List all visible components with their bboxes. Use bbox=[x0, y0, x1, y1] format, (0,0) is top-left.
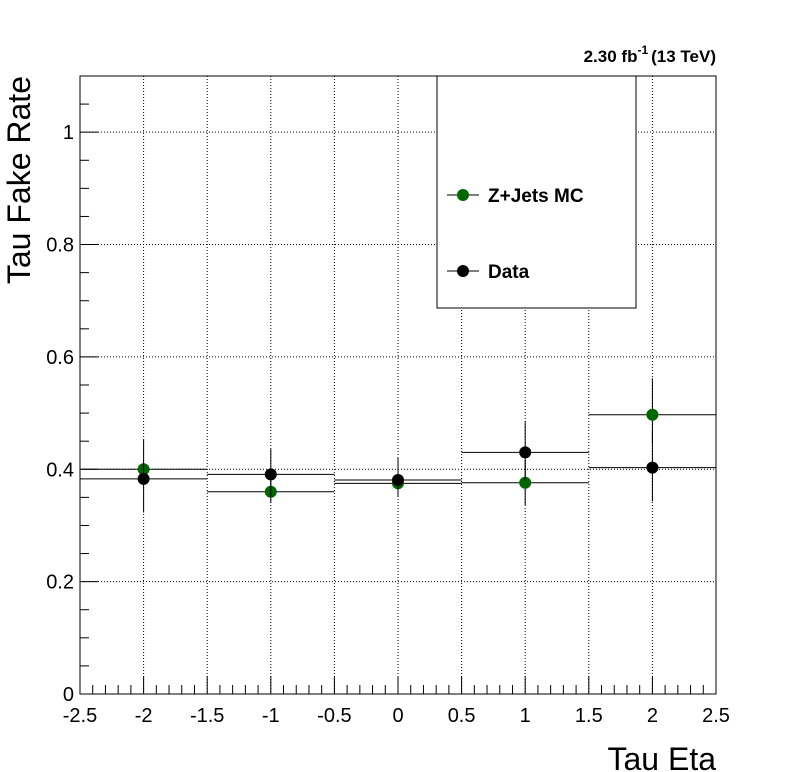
y-tick-labels: 0 0.2 0.4 0.6 0.8 1 bbox=[46, 122, 74, 706]
x-tick-label: -0.5 bbox=[317, 705, 351, 727]
legend-label: Data bbox=[488, 262, 530, 283]
legend-marker bbox=[457, 189, 469, 201]
data-point bbox=[392, 473, 404, 486]
x-tick-label: 2 bbox=[647, 705, 658, 727]
x-tick-label: 2.5 bbox=[702, 705, 730, 727]
legend-box bbox=[436, 75, 637, 309]
y-tick-label: 0.2 bbox=[46, 572, 74, 594]
x-tick-labels: -2.5 -2 -1.5 -1 -0.5 0 0.5 1 1.5 2 2.5 bbox=[63, 705, 730, 727]
data-point bbox=[264, 468, 277, 481]
series bbox=[80, 378, 716, 513]
legend: Z+Jets MC Data bbox=[436, 75, 637, 309]
legend-label: Z+Jets MC bbox=[488, 186, 584, 207]
y-axis-title: Tau Fake Rate bbox=[1, 76, 37, 284]
y-tick-label: 0.8 bbox=[46, 235, 74, 257]
legend-entries: Z+Jets MC Data bbox=[447, 186, 584, 283]
luminosity-energy: (13 TeV) bbox=[651, 47, 716, 66]
x-tick-label: 0 bbox=[392, 705, 403, 727]
legend-entry: Z+Jets MC bbox=[447, 186, 584, 207]
grid bbox=[80, 76, 716, 694]
x-tick-label: -2.5 bbox=[63, 705, 97, 727]
data-point bbox=[646, 408, 659, 421]
legend-marker bbox=[457, 265, 469, 277]
legend-entry: Data bbox=[447, 262, 530, 283]
x-tick-label: 1 bbox=[520, 705, 531, 727]
data-point bbox=[519, 476, 532, 489]
y-tick-label: 1 bbox=[63, 122, 74, 144]
axis-ticks bbox=[79, 75, 717, 695]
luminosity-value: 2.30 fb bbox=[584, 47, 638, 66]
x-tick-label: -1.5 bbox=[190, 705, 224, 727]
data-point bbox=[646, 461, 659, 474]
data-point bbox=[137, 472, 150, 485]
x-axis-title: Tau Eta bbox=[607, 741, 716, 772]
luminosity-label: 2.30 fb-1 (13 TeV) bbox=[584, 43, 716, 66]
data-point bbox=[519, 446, 532, 459]
luminosity-exponent: -1 bbox=[637, 43, 648, 57]
x-tick-label: -2 bbox=[135, 705, 153, 727]
y-tick-label: 0.6 bbox=[46, 347, 74, 369]
y-tick-label: 0 bbox=[63, 684, 74, 706]
series-1 bbox=[80, 421, 716, 513]
y-tick-label: 0.4 bbox=[46, 459, 74, 481]
x-tick-label: -1 bbox=[262, 705, 280, 727]
x-tick-label: 0.5 bbox=[448, 705, 476, 727]
x-tick-label: 1.5 bbox=[575, 705, 603, 727]
